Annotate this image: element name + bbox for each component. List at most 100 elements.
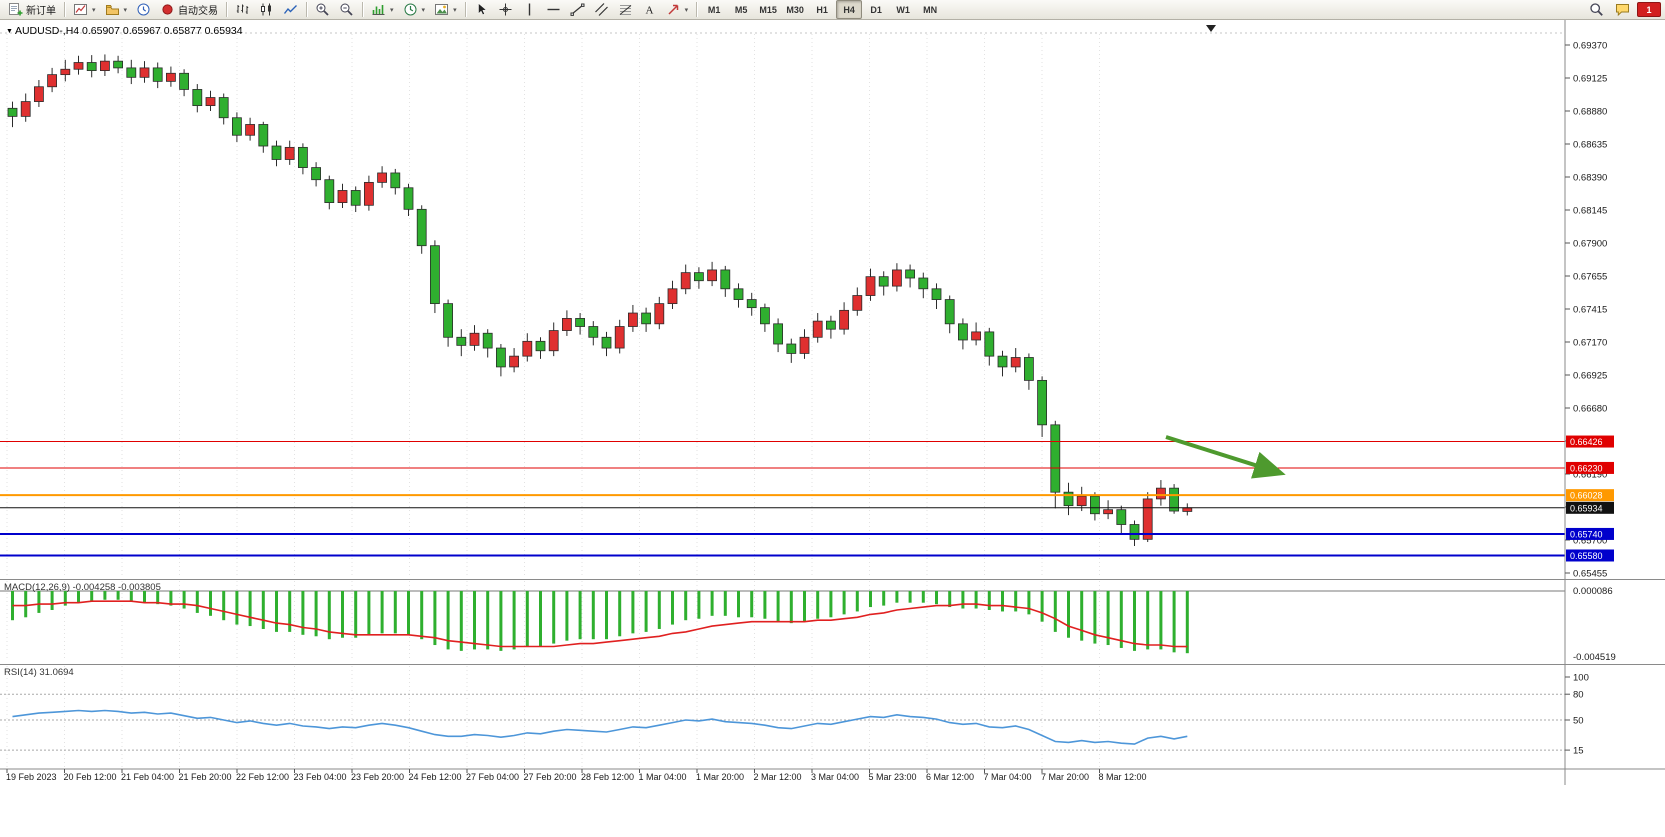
price-level-chip-label: 0.66028 [1570,491,1603,501]
new-chart-button[interactable]: ▾ [69,0,100,19]
time-label: 27 Feb 04:00 [466,772,519,782]
time-label: 24 Feb 12:00 [409,772,462,782]
toolbar-right-group: 1 [1585,0,1661,19]
bar-chart-button[interactable] [231,0,254,19]
time-label: 19 Feb 2023 [6,772,57,782]
toolbar-separator [64,2,65,17]
macd-axis-max: 0.000086 [1573,586,1613,597]
chart-shift-marker-icon[interactable] [1206,25,1216,32]
chevron-down-icon: ▾ [390,6,394,14]
zoom-out-icon [340,3,353,16]
price-tick-label: 0.65700 [1573,536,1607,547]
chart-canvas[interactable]: 0.69370 0.69125 0.68880 0.68635 0.68390 0.681… [0,20,1665,837]
time-label: 8 Mar 12:00 [1099,772,1147,782]
candlestick-chart-button[interactable] [255,0,278,19]
chevron-down-icon: ▾ [92,6,96,14]
cursor-icon [477,2,487,16]
line-chart-button[interactable] [279,0,302,19]
chevron-down-icon: ▾ [123,6,128,14]
channel-button[interactable] [590,0,613,19]
price-tick-label: 0.68880 [1573,107,1607,118]
trendline-button[interactable] [566,0,589,19]
time-label: 6 Mar 12:00 [926,772,974,782]
cursor-button[interactable] [470,0,493,19]
profiles-icon [105,5,119,15]
profiles-button[interactable]: ▾ [101,0,132,19]
timeframe-m1-button[interactable]: M1 [707,4,721,15]
chat-icon [1616,4,1629,17]
price-tick-label: 0.65455 [1573,569,1607,580]
price-level-chip-label: 0.65740 [1570,529,1603,539]
chevron-down-icon: ▾ [453,6,457,14]
text-icon: A [645,5,653,17]
time-label: 3 Mar 04:00 [811,772,859,782]
svg-text:A: A [645,5,653,17]
macd-histogram [11,591,1189,654]
indicators-button[interactable]: ▾ [367,0,398,19]
text-button[interactable]: A [638,0,661,19]
clock-icon [404,3,417,16]
auto-trading-icon [162,4,173,15]
bar-chart-icon [236,4,249,14]
arrows-icon [668,4,678,15]
periods-button[interactable]: ▾ [399,0,430,19]
notification-badge[interactable]: 1 [1637,2,1661,17]
price-level-chip-label: 0.66230 [1570,463,1603,473]
templates-icon [435,4,449,15]
price-tick-label: 0.66925 [1573,371,1607,382]
timeframe-m5-button[interactable]: M5 [734,4,748,15]
price-tick-label: 0.66680 [1573,404,1607,415]
timeframe-m30-button[interactable]: M30 [786,4,804,15]
zoom-in-button[interactable] [311,0,334,19]
time-label: 7 Mar 04:00 [984,772,1032,782]
horizontal-line-button[interactable] [542,0,565,19]
toolbar-separator [362,2,364,17]
timeframe-d1-button[interactable]: D1 [870,4,882,15]
fibonacci-icon [619,5,631,15]
price-level-chip-label: 0.65934 [1570,503,1603,513]
auto-trading-button-label: 自动交易 [178,6,219,17]
macd-axis-min: -0.004519 [1573,652,1616,663]
time-label: 23 Feb 20:00 [351,772,404,782]
toolbar-separator [226,2,228,17]
indicators-icon [372,5,385,15]
templates-button[interactable]: ▾ [430,0,461,19]
time-label: 27 Feb 20:00 [524,772,577,782]
vertical-line-button[interactable] [518,0,541,19]
market-watch-icon [137,3,150,16]
timeframe-h4-button[interactable]: H4 [836,0,863,19]
time-label: 1 Mar 04:00 [639,772,687,782]
timeframe-h1-button[interactable]: H1 [816,4,828,15]
price-tick-label: 0.68390 [1573,173,1607,184]
timeframe-mn-button[interactable]: MN [923,4,938,15]
candlestick-series [7,54,1193,547]
search-button[interactable] [1585,0,1608,19]
chevron-down-icon: ▾ [684,6,689,14]
trendline-icon [570,3,585,16]
auto-trading-button[interactable]: 自动交易 [156,0,222,19]
arrows-button[interactable]: ▾ [662,0,693,19]
time-label: 22 Feb 12:00 [236,772,289,782]
chat-button[interactable] [1611,0,1634,19]
timeframe-w1-button[interactable]: W1 [896,4,910,15]
price-tick-label: 0.66190 [1573,470,1607,481]
fibonacci-button[interactable] [614,0,637,19]
new-order-button[interactable]: 新订单 [4,0,60,19]
price-tick-label: 0.68145 [1573,206,1607,217]
price-tick-label: 0.67900 [1573,239,1607,250]
zoom-out-button[interactable] [335,0,358,19]
price-level-chip-label: 0.66426 [1570,437,1603,447]
line-chart-icon [283,5,298,14]
candlestick-chart-icon [261,3,272,16]
toolbar: 新订单 ▾ ▾ 自动交易 ▾ ▾ ▾ A ▾ M1 M5 M15 M30 H1 H4 D1 W1 MN 1 [0,0,1665,20]
crosshair-button[interactable] [494,0,517,19]
price-tick-label: 0.68635 [1573,140,1607,151]
market-watch-button[interactable] [132,0,155,19]
price-tick-label: 0.67415 [1573,305,1607,316]
chart-window: 0.69370 0.69125 0.68880 0.68635 0.68390 0.681… [0,20,1665,837]
timeframe-m15-button[interactable]: M15 [759,4,777,15]
trend-arrow[interactable] [1165,435,1286,479]
price-tick-label: 0.69125 [1573,74,1607,85]
macd-signal-line [12,600,1188,648]
